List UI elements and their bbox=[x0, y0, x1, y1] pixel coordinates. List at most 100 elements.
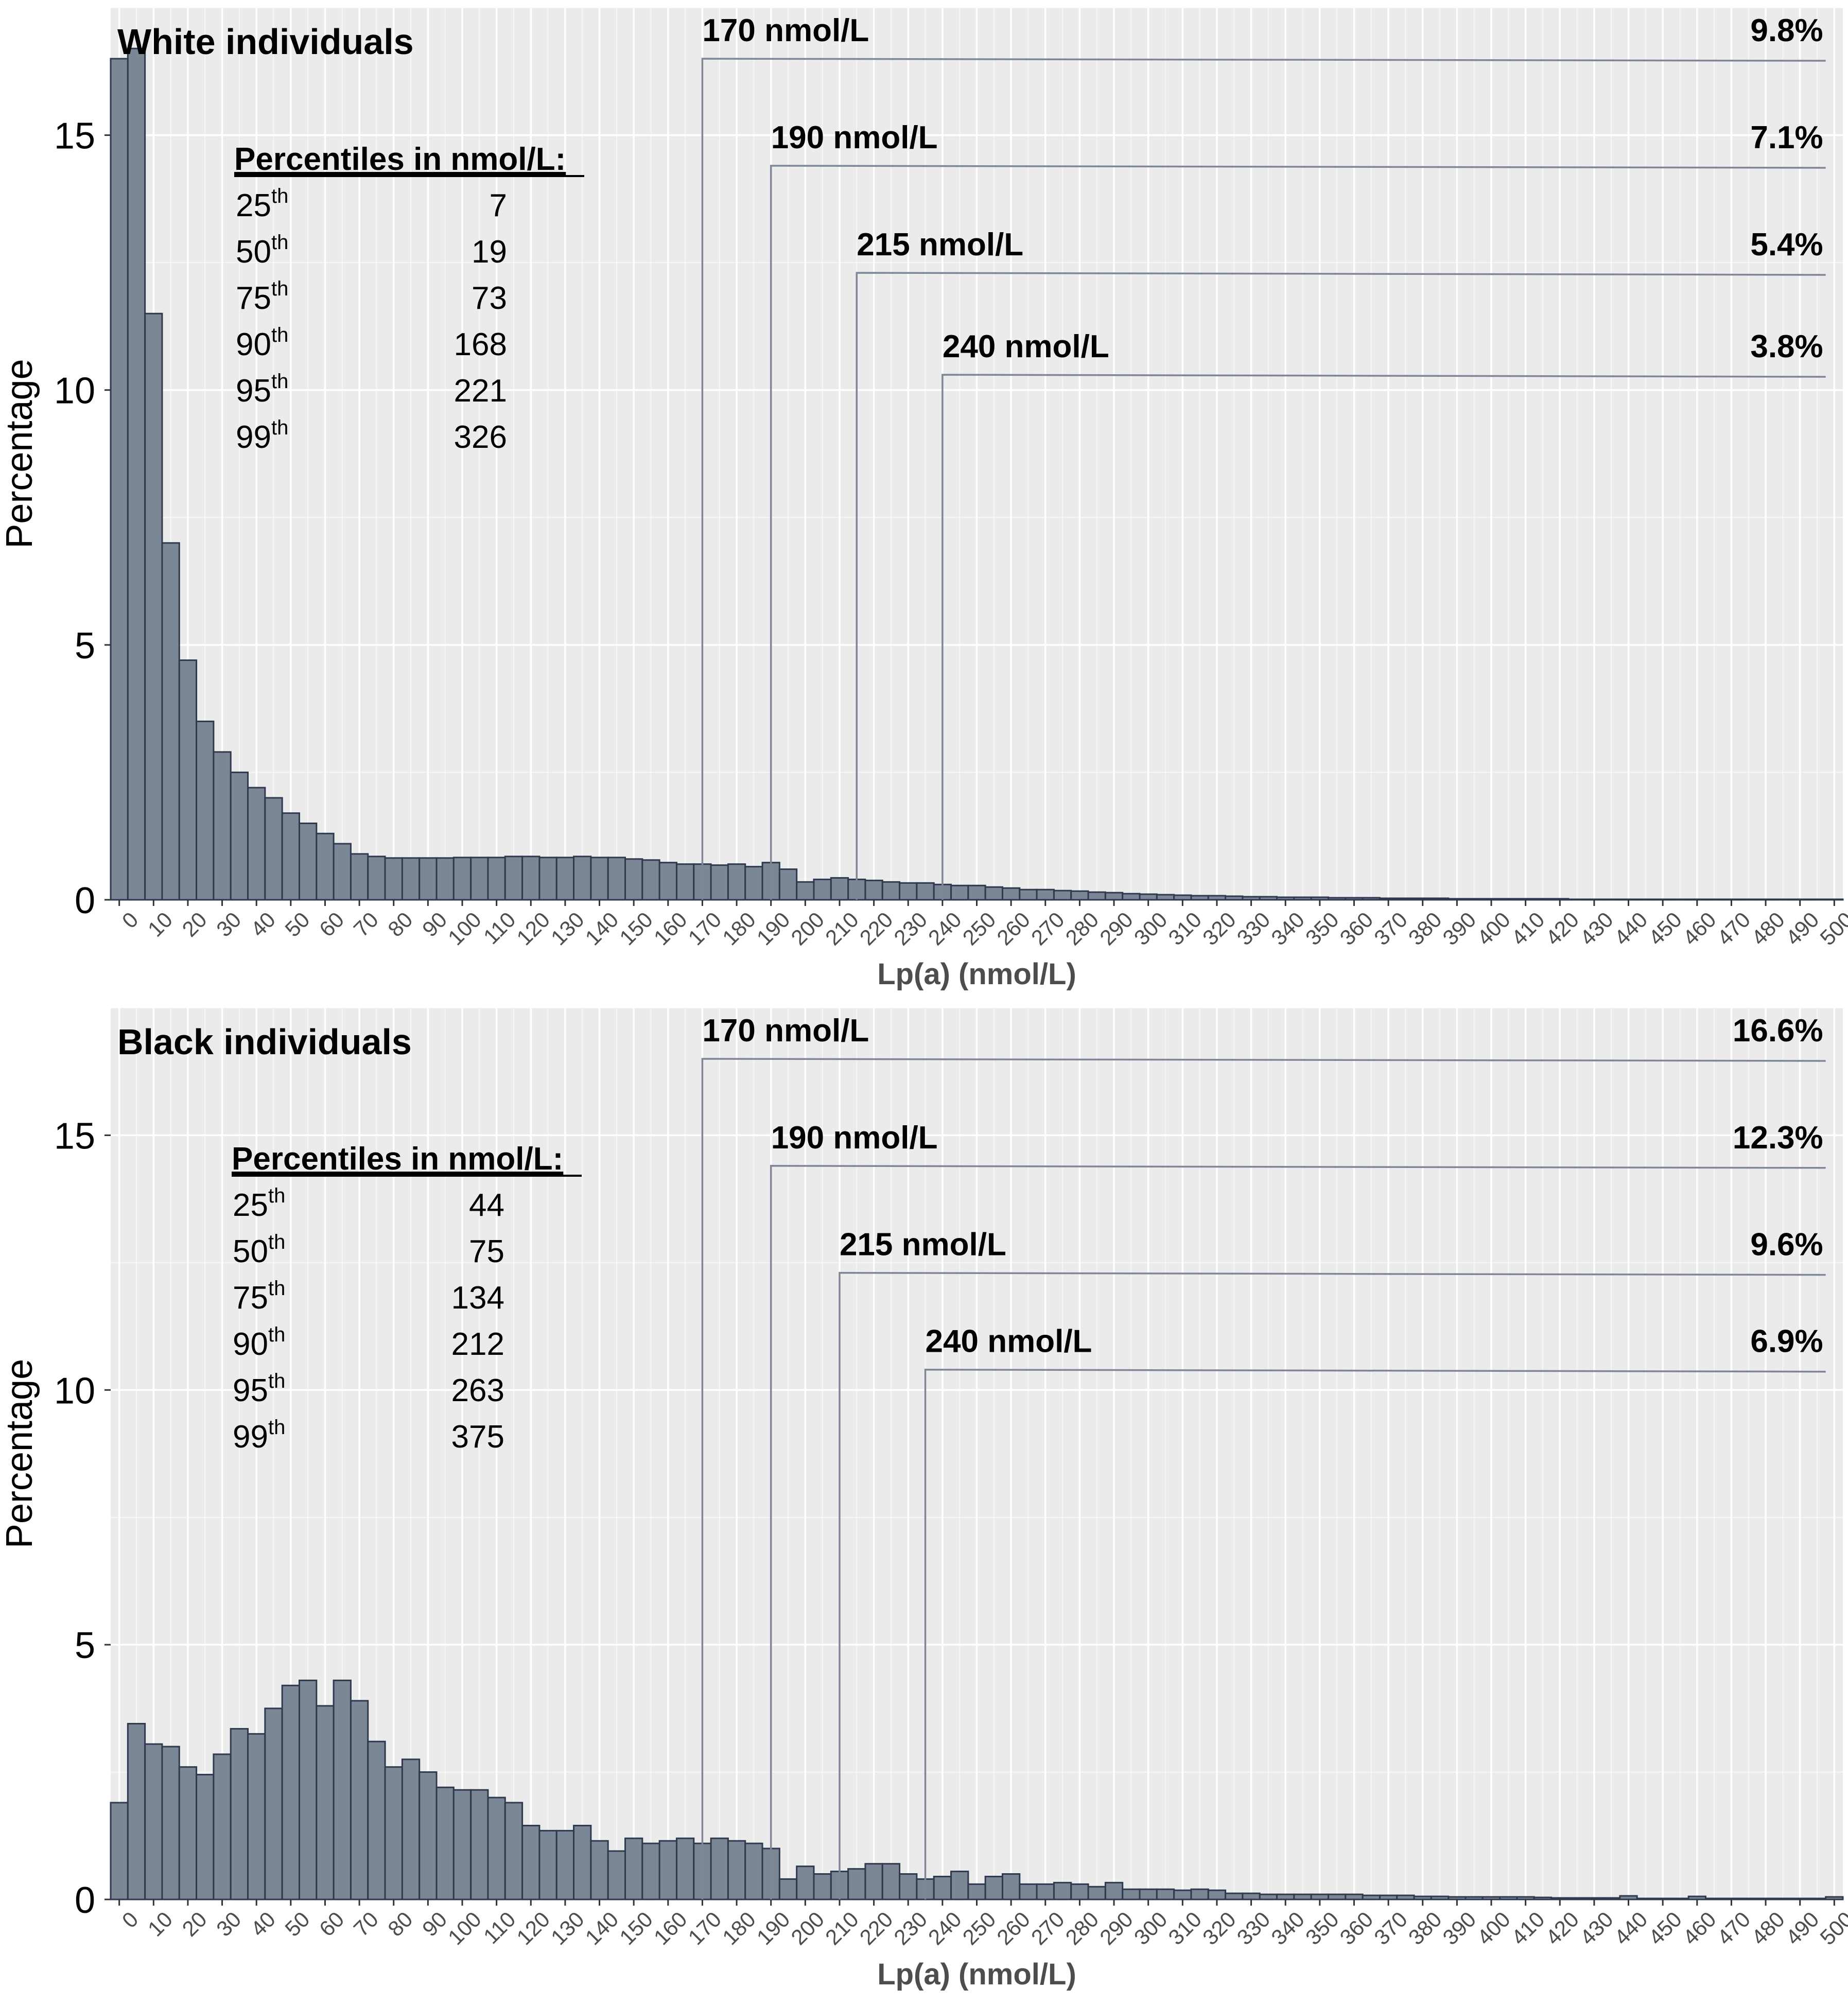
x-tick-label: 330 bbox=[1232, 908, 1275, 950]
x-tick-label: 250 bbox=[958, 908, 1001, 950]
percentile-rank-suffix: th bbox=[271, 324, 288, 346]
histogram-bar bbox=[1550, 898, 1570, 901]
threshold-percentage: 16.6% bbox=[1733, 1013, 1823, 1049]
histogram-bar bbox=[1550, 1897, 1570, 1900]
histogram-bar bbox=[419, 1771, 438, 1900]
histogram-bar bbox=[744, 1842, 763, 1900]
histogram-bar bbox=[1704, 1897, 1724, 1900]
histogram-bar bbox=[1739, 898, 1758, 901]
x-tick-label: 290 bbox=[1095, 908, 1138, 950]
x-tick-label: 300 bbox=[1129, 908, 1172, 950]
histogram-bar bbox=[1670, 898, 1689, 901]
histogram-bar bbox=[247, 1733, 266, 1900]
percentile-rank-suffix: th bbox=[268, 1370, 285, 1392]
x-axis-title: Lp(a) (nmol/L) bbox=[877, 957, 1076, 991]
x-tick-label: 40 bbox=[246, 908, 280, 941]
x-tick-label: 440 bbox=[1610, 908, 1652, 950]
histogram-bar bbox=[1242, 896, 1261, 901]
x-tick-label: 70 bbox=[349, 908, 383, 941]
percentile-rank: 25 bbox=[233, 1188, 268, 1223]
x-tick-label: 20 bbox=[178, 1907, 212, 1941]
histogram-bar bbox=[607, 857, 626, 901]
x-tick-label: 450 bbox=[1644, 908, 1686, 950]
histogram-bar bbox=[1036, 888, 1055, 901]
histogram-bar bbox=[1670, 1897, 1689, 1900]
x-tick-label: 490 bbox=[1781, 908, 1824, 950]
histogram-bar bbox=[127, 1723, 146, 1900]
histogram-bar bbox=[555, 1829, 575, 1900]
histogram-bar bbox=[401, 1758, 421, 1900]
histogram-bar bbox=[1825, 1896, 1844, 1900]
histogram-bar bbox=[1653, 898, 1672, 901]
percentile-value: 168 bbox=[454, 327, 507, 362]
histogram-bar bbox=[316, 832, 335, 901]
histogram-bar bbox=[1276, 1893, 1295, 1900]
histogram-bar bbox=[864, 1863, 883, 1900]
histogram-bar bbox=[538, 857, 557, 901]
histogram-bar bbox=[1430, 897, 1450, 901]
histogram-bar bbox=[1156, 1888, 1175, 1900]
x-tick-label: 350 bbox=[1301, 908, 1344, 950]
x-tick-label: 430 bbox=[1575, 908, 1618, 950]
x-tick-label: 170 bbox=[684, 1907, 726, 1950]
threshold-line bbox=[856, 272, 1826, 900]
histogram-bar bbox=[573, 856, 592, 901]
histogram-bar bbox=[1653, 1897, 1672, 1900]
histogram-bar bbox=[1327, 1893, 1347, 1900]
histogram-bar bbox=[1087, 891, 1106, 901]
histogram-bar bbox=[401, 857, 421, 901]
x-tick-label: 30 bbox=[212, 1907, 246, 1941]
histogram-bar bbox=[624, 858, 643, 901]
percentile-row-label: 99th bbox=[236, 416, 288, 455]
histogram-bar bbox=[710, 864, 729, 901]
percentile-rank-suffix: th bbox=[268, 1231, 285, 1253]
percentile-rank: 90 bbox=[233, 1327, 268, 1362]
percentile-row-label: 90th bbox=[233, 1323, 285, 1362]
histogram-bar bbox=[778, 1878, 798, 1900]
percentile-value: 134 bbox=[451, 1280, 504, 1316]
histogram-bar bbox=[675, 863, 695, 901]
histogram-bar bbox=[110, 1802, 129, 1900]
x-tick-label: 300 bbox=[1129, 1907, 1172, 1950]
x-tick-label: 10 bbox=[143, 1907, 177, 1941]
x-tick-label: 430 bbox=[1575, 1907, 1618, 1950]
percentile-row-label: 95th bbox=[233, 1370, 285, 1408]
x-tick-label: 40 bbox=[246, 1907, 280, 1941]
x-tick-label: 0 bbox=[117, 1907, 143, 1933]
histogram-bar bbox=[1567, 1897, 1587, 1900]
x-tick-label: 230 bbox=[889, 908, 932, 950]
histogram-bar bbox=[1756, 1897, 1775, 1900]
histogram-bar bbox=[727, 1840, 746, 1900]
x-tick-label: 420 bbox=[1541, 908, 1583, 950]
histogram-bar bbox=[230, 771, 249, 901]
threshold-percentage: 9.8% bbox=[1750, 13, 1823, 48]
x-tick-label: 310 bbox=[1163, 1907, 1206, 1950]
histogram-bar bbox=[778, 868, 798, 901]
threshold-line bbox=[701, 58, 1826, 900]
histogram-bar bbox=[847, 1868, 866, 1900]
percentile-rank-suffix: th bbox=[268, 1323, 285, 1346]
x-tick-label: 450 bbox=[1644, 1907, 1686, 1950]
histogram-bar bbox=[487, 857, 506, 901]
percentile-value: 326 bbox=[454, 420, 507, 455]
y-tick-label: 0 bbox=[75, 880, 95, 921]
histogram-bar bbox=[710, 1837, 729, 1900]
percentile-rank-suffix: th bbox=[271, 416, 288, 439]
histogram-bar bbox=[384, 1766, 403, 1900]
histogram-bar bbox=[899, 882, 918, 901]
histogram-bar bbox=[1807, 1897, 1827, 1900]
histogram-bar bbox=[144, 1743, 163, 1900]
histogram-bar bbox=[350, 853, 369, 901]
histogram-bar bbox=[1499, 1896, 1518, 1900]
histogram-bar bbox=[1104, 1881, 1124, 1900]
percentile-value: 7 bbox=[490, 188, 507, 223]
threshold-line bbox=[839, 1271, 1826, 1899]
x-tick-label: 180 bbox=[718, 908, 760, 950]
histogram-bar bbox=[333, 843, 352, 901]
histogram-bar bbox=[830, 877, 849, 901]
x-tick-label: 60 bbox=[315, 1907, 348, 1941]
panel-title: White individuals bbox=[117, 22, 414, 62]
histogram-bar bbox=[881, 1863, 901, 1900]
